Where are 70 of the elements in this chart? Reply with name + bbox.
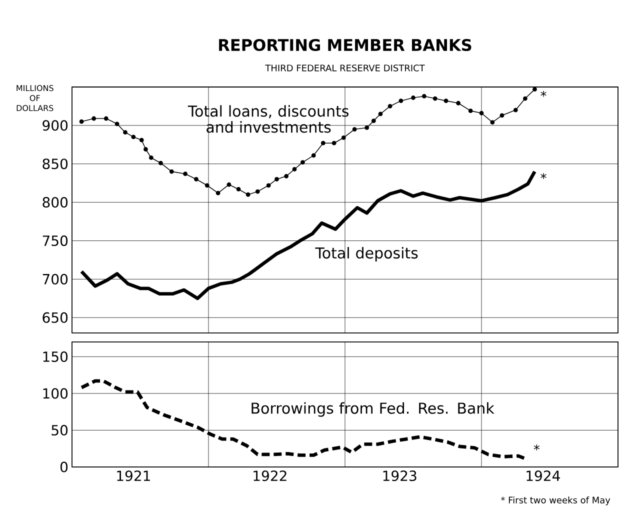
point bbox=[432, 96, 438, 101]
point bbox=[398, 98, 404, 104]
point bbox=[500, 113, 504, 118]
y-tick-label: 900 bbox=[42, 120, 68, 131]
point bbox=[532, 87, 537, 92]
annotation: * bbox=[540, 90, 546, 97]
y-tick-label: 700 bbox=[42, 274, 68, 284]
point bbox=[479, 110, 484, 116]
y-tick-label: 750 bbox=[42, 235, 68, 246]
point bbox=[255, 189, 260, 194]
point bbox=[266, 183, 271, 188]
y-tick-label: 100 bbox=[43, 388, 68, 399]
point bbox=[148, 156, 154, 160]
point bbox=[183, 172, 188, 176]
text: * First two weeks of May bbox=[500, 496, 610, 506]
series-label: Borrowings from Fed. Res. Bank bbox=[252, 402, 494, 417]
point bbox=[332, 140, 336, 146]
point bbox=[341, 136, 346, 140]
point bbox=[522, 96, 528, 101]
point bbox=[388, 104, 392, 108]
y-tick-label: 150 bbox=[43, 351, 68, 362]
point bbox=[292, 167, 297, 172]
y-axis-title: MILLIONS OF DOLLARS bbox=[16, 85, 54, 112]
point bbox=[216, 190, 220, 196]
point bbox=[226, 182, 232, 187]
chart-subtitle: THIRD FEDERAL RESERVE DISTRICT bbox=[265, 64, 425, 72]
point bbox=[144, 147, 148, 152]
point bbox=[300, 160, 305, 165]
chart-title: REPORTING MEMBER BANKS bbox=[219, 38, 472, 52]
point bbox=[131, 134, 136, 140]
point bbox=[246, 192, 250, 197]
series-label: Total deposits bbox=[315, 247, 418, 262]
series-label: Total loans, discounts and investments bbox=[188, 105, 348, 133]
point bbox=[79, 119, 84, 124]
point bbox=[490, 120, 495, 125]
x-tick-label: 1924 bbox=[526, 470, 560, 482]
y-tick-label: 650 bbox=[42, 312, 68, 323]
point bbox=[284, 174, 289, 178]
point bbox=[139, 138, 144, 142]
y-tick-label: 0 bbox=[60, 462, 68, 472]
point bbox=[274, 177, 279, 182]
point bbox=[123, 130, 128, 135]
point bbox=[513, 108, 518, 112]
point bbox=[411, 96, 416, 100]
point bbox=[104, 116, 108, 121]
point bbox=[320, 140, 326, 146]
point bbox=[194, 177, 198, 182]
point bbox=[158, 160, 163, 166]
point bbox=[352, 127, 357, 132]
y-tick-label: 850 bbox=[42, 158, 68, 170]
point bbox=[204, 183, 210, 188]
point bbox=[456, 100, 460, 106]
y-tick-label: 50 bbox=[52, 424, 68, 436]
point bbox=[422, 94, 426, 98]
point bbox=[311, 153, 316, 158]
point bbox=[468, 108, 473, 114]
point bbox=[236, 187, 241, 192]
point bbox=[92, 116, 96, 121]
point bbox=[169, 169, 174, 174]
x-tick-label: 1921 bbox=[117, 470, 150, 482]
point bbox=[114, 122, 120, 126]
point bbox=[378, 112, 383, 116]
x-tick-label: 1923 bbox=[383, 470, 416, 482]
x-tick-label: 1922 bbox=[254, 470, 286, 482]
annotation: * bbox=[540, 173, 546, 180]
y-tick-label: 800 bbox=[42, 197, 68, 208]
point bbox=[371, 118, 376, 124]
annotation: * bbox=[534, 444, 540, 450]
point bbox=[364, 126, 370, 130]
point bbox=[444, 98, 448, 104]
